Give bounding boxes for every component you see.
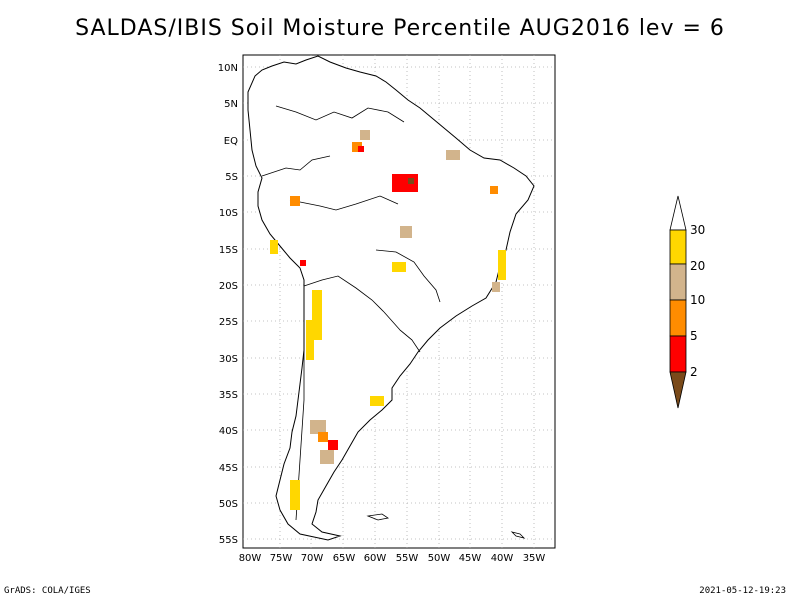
lat-tick: 40S [219, 426, 238, 437]
patch-10-20 [320, 450, 334, 464]
map-title: SALDAS/IBIS Soil Moisture Percentile AUG… [75, 16, 725, 41]
legend-label: 20 [690, 259, 705, 273]
patch-10-20 [310, 420, 326, 434]
legend-swatch-5-10 [669, 299, 687, 337]
lon-tick: 50W [428, 553, 451, 564]
legend-label: 5 [690, 329, 698, 343]
legend-colorbar: 30 20 10 5 2 [669, 195, 705, 409]
footer-credit: GrADS: COLA/IGES [4, 586, 91, 596]
legend-swatch-2-5 [669, 335, 687, 373]
patch-5-10 [318, 432, 328, 442]
lat-tick: 35S [219, 390, 238, 401]
patch-2-5 [358, 146, 364, 152]
lat-tick: 30S [219, 354, 238, 365]
lon-tick: 45W [459, 553, 482, 564]
patch-20-30 [270, 240, 278, 254]
patch-20-30 [370, 396, 384, 406]
south-america-coastline [247, 55, 535, 541]
lat-tick: 55S [219, 535, 238, 546]
legend-label: 30 [690, 223, 705, 237]
patch-2-5 [392, 174, 418, 192]
patch-20-30 [306, 320, 314, 360]
legend-swatch-lt2 [669, 371, 687, 409]
patch-20-30 [290, 480, 300, 510]
patch-20-30 [498, 250, 506, 280]
patch-lt-2 [408, 178, 414, 184]
patch-10-20 [400, 226, 412, 238]
patch-10-20 [360, 130, 370, 140]
patch-20-30 [392, 262, 406, 272]
legend-swatch-10-20 [669, 263, 687, 301]
patch-5-10 [352, 142, 362, 152]
legend-label: 10 [690, 293, 705, 307]
percentile-patches [270, 130, 506, 510]
patch-10-20 [492, 282, 500, 292]
lon-tick: 65W [333, 553, 356, 564]
patch-2-5 [328, 440, 338, 450]
legend-swatch-gt30 [669, 195, 687, 231]
patch-2-5 [300, 260, 306, 266]
lat-tick: 25S [219, 317, 238, 328]
footer-timestamp: 2021-05-12-19:23 [699, 586, 786, 596]
lon-tick: 55W [396, 553, 419, 564]
lon-tick-labels: 80W 75W 70W 65W 60W 55W 50W 45W 40W 35W [239, 553, 546, 564]
lon-tick: 40W [491, 553, 514, 564]
lon-tick: 35W [523, 553, 546, 564]
lon-tick: 70W [301, 553, 324, 564]
patch-10-20 [446, 150, 460, 160]
patch-20-30 [312, 290, 322, 340]
lat-tick: 15S [219, 245, 238, 256]
legend-swatch-20-30 [669, 229, 687, 265]
islands [366, 513, 526, 539]
lon-tick: 75W [270, 553, 293, 564]
lat-tick: 20S [219, 281, 238, 292]
lat-tick: 50S [219, 499, 238, 510]
lat-tick: EQ [224, 136, 238, 147]
lat-tick: 10S [219, 208, 238, 219]
lat-tick: 5S [225, 172, 238, 183]
lat-tick: 45S [219, 463, 238, 474]
lat-tick: 5N [224, 99, 238, 110]
patch-5-10 [490, 186, 498, 194]
lat-tick: 10N [218, 63, 238, 74]
lat-tick-labels: 10N 5N EQ 5S 10S 15S 20S 25S 30S 35S 40S… [218, 63, 238, 546]
legend-label: 2 [690, 365, 698, 379]
lon-tick: 80W [239, 553, 262, 564]
patch-5-10 [290, 196, 300, 206]
lon-tick: 60W [364, 553, 387, 564]
